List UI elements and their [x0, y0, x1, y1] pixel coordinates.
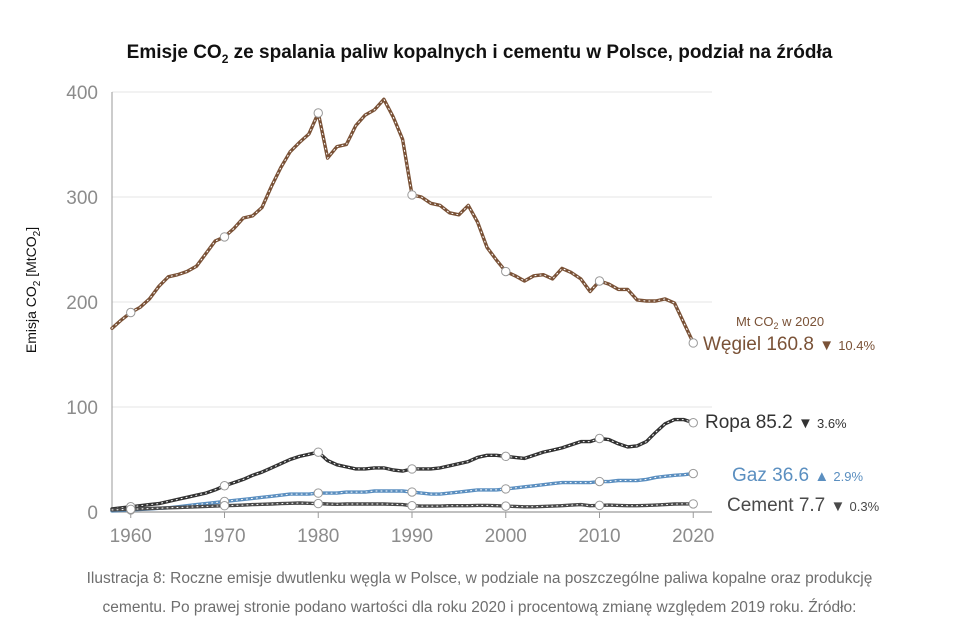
axes: 0 100 200 300 400 1960 1970 1980 1990 2000 2010 202…	[66, 83, 714, 547]
series-name: Ropa	[705, 412, 756, 433]
data-point-marker	[407, 190, 417, 200]
series-dots-oil	[111, 419, 694, 510]
data-point-marker	[688, 499, 698, 509]
data-point-marker	[501, 266, 511, 277]
series-name: Węgiel	[703, 334, 766, 355]
data-point-marker	[407, 487, 417, 497]
data-point-marker	[501, 451, 511, 462]
data-point-marker	[313, 498, 323, 509]
series-value-2020: 160.8	[766, 334, 819, 355]
series-change-arrow: ▼	[831, 498, 850, 515]
data-point-marker	[313, 108, 323, 118]
caption-line-1: Ilustracja 8: Roczne emisje dwutlenku wę…	[86, 570, 873, 587]
series-change-arrow: ▼	[798, 415, 817, 432]
x-tick-label: 2000	[485, 526, 527, 547]
caption-line-2: cementu. Po prawej stronie podano wartoś…	[102, 599, 857, 616]
series-line-coal	[110, 97, 695, 345]
series-change-pct: 10.4%	[838, 338, 875, 353]
series-end-labels: Węgiel 160.8 ▼ 10.4% Ropa 85.2 ▼ 3.6% Gaz …	[703, 334, 880, 516]
figure-caption: Ilustracja 8: Roczne emisje dwutlenku wę…	[10, 564, 949, 622]
x-tick-label: 1970	[203, 526, 245, 547]
data-point-marker	[126, 504, 136, 514]
y-tick-label: 400	[66, 83, 98, 104]
data-point-marker	[594, 433, 605, 444]
series-value-2020: 7.7	[799, 495, 831, 516]
y-tick-label: 100	[66, 398, 98, 419]
data-point-marker	[219, 501, 230, 511]
series-change-pct: 2.9%	[833, 469, 863, 484]
data-point-marker	[594, 500, 605, 511]
data-point-marker	[313, 447, 323, 457]
series-change-arrow: ▼	[819, 337, 838, 354]
series-label-coal: Węgiel 160.8 ▼ 10.4%	[703, 334, 876, 355]
data-point-marker	[407, 464, 417, 474]
x-tick-label: 1980	[297, 526, 339, 547]
series-lines	[110, 97, 698, 515]
data-point-marker	[313, 488, 323, 498]
series-change-arrow: ▲	[814, 468, 833, 485]
data-point-marker	[219, 481, 230, 491]
y-tick-label: 0	[87, 503, 98, 524]
series-value-2020: 36.6	[772, 465, 814, 486]
data-point-marker	[688, 418, 698, 428]
data-point-marker	[688, 468, 698, 479]
series-change-pct: 0.3%	[850, 499, 880, 514]
series-line-oil	[110, 417, 695, 511]
unit-note: Mt CO2 w 2020	[736, 314, 824, 331]
x-tick-label: 2010	[578, 526, 620, 547]
series-name: Cement	[727, 495, 799, 516]
series-value-2020: 85.2	[756, 412, 798, 433]
y-tick-label: 300	[66, 188, 98, 209]
data-point-marker	[126, 307, 136, 318]
data-point-marker	[219, 232, 230, 242]
x-tick-label: 1960	[110, 526, 152, 547]
series-change-pct: 3.6%	[817, 416, 847, 431]
y-tick-label: 200	[66, 293, 98, 314]
gridlines	[112, 91, 712, 408]
x-tick-label: 2020	[672, 526, 714, 547]
series-label-gas: Gaz 36.6 ▲ 2.9%	[732, 465, 863, 486]
chart-svg: 0 100 200 300 400 1960 1970 1980 1990 2000 2010 202…	[23, 83, 880, 547]
series-label-cement: Cement 7.7 ▼ 0.3%	[727, 495, 880, 516]
data-point-marker	[501, 484, 511, 494]
series-name: Gaz	[732, 465, 772, 486]
x-tick-label: 1990	[391, 526, 433, 547]
data-point-marker	[594, 476, 605, 487]
data-point-marker	[407, 501, 417, 511]
data-point-marker	[594, 276, 605, 286]
data-point-marker	[501, 501, 511, 511]
y-axis-label: Emisja CO2 [MtCO2]	[23, 227, 43, 353]
data-point-marker	[688, 338, 698, 348]
series-label-oil: Ropa 85.2 ▼ 3.6%	[705, 412, 847, 433]
chart-title: Emisje CO2 ze spalania paliw kopalnych i…	[126, 42, 833, 66]
